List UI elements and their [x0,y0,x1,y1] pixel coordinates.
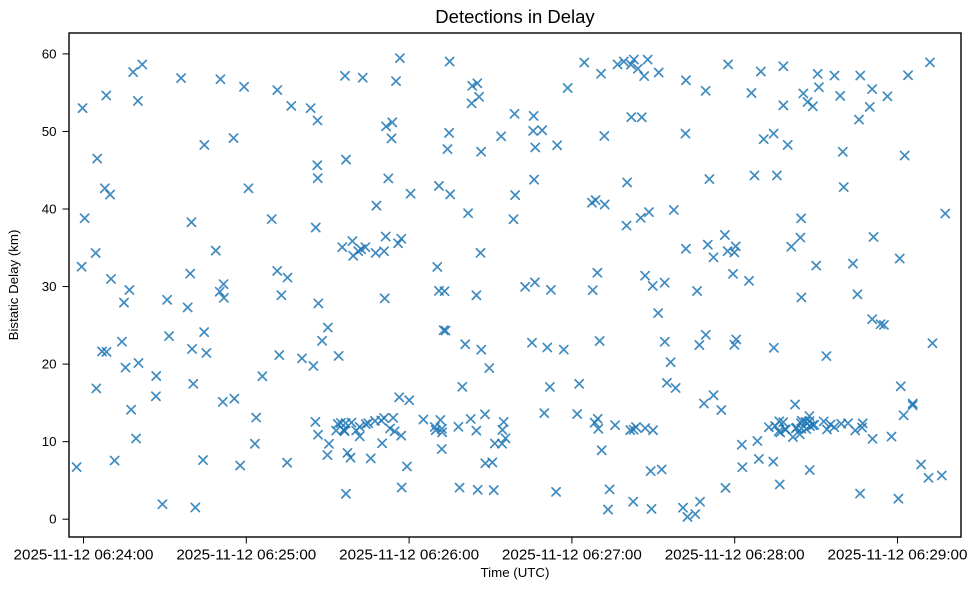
svg-text:20: 20 [42,357,57,372]
svg-text:2025-11-12 06:29:00: 2025-11-12 06:29:00 [828,547,968,564]
svg-text:50: 50 [42,124,57,139]
svg-text:60: 60 [42,46,57,61]
svg-text:2025-11-12 06:26:00: 2025-11-12 06:26:00 [339,547,479,564]
svg-text:40: 40 [42,202,57,217]
svg-text:2025-11-12 06:25:00: 2025-11-12 06:25:00 [176,547,316,564]
svg-text:2025-11-12 06:27:00: 2025-11-12 06:27:00 [502,547,642,564]
svg-text:30: 30 [42,279,57,294]
svg-text:Time (UTC): Time (UTC) [481,565,550,580]
svg-text:2025-11-12 06:28:00: 2025-11-12 06:28:00 [665,547,805,564]
svg-text:Detections in Delay: Detections in Delay [435,6,595,27]
svg-text:10: 10 [42,434,57,449]
svg-text:Bistatic Delay (km): Bistatic Delay (km) [6,230,21,341]
svg-text:2025-11-12 06:24:00: 2025-11-12 06:24:00 [14,547,154,564]
svg-text:0: 0 [49,512,56,527]
